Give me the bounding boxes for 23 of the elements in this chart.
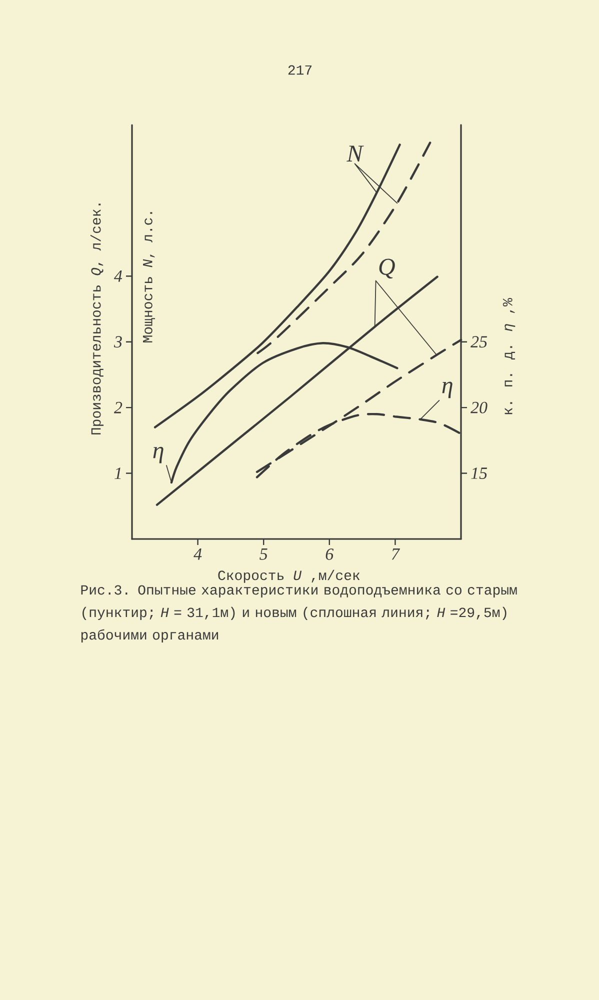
series-label: Q bbox=[379, 258, 395, 279]
series-label: η bbox=[442, 382, 452, 398]
x-tick-label: 7 bbox=[392, 548, 400, 560]
text: 217 bbox=[288, 65, 312, 75]
y-tick-label: 1 bbox=[114, 468, 121, 479]
y-tick-label: 4 bbox=[114, 270, 122, 282]
text: Рис.3. Опытные характеристики водоподъемника со старым (пунктир; H = 31,1м) и новым (сплошная линия; H =29,5м) рабочими органами bbox=[81, 585, 517, 642]
series-label: N bbox=[346, 146, 364, 162]
y2-tick-label: 15 bbox=[471, 468, 488, 479]
x-tick-label: 5 bbox=[260, 548, 268, 560]
x-tick-label: 4 bbox=[194, 548, 202, 560]
y2-tick-label: 20 bbox=[470, 402, 488, 414]
annotation: Мощность N, л.с. bbox=[142, 212, 156, 342]
line-series bbox=[154, 144, 401, 428]
line-series bbox=[256, 142, 432, 354]
y2-tick-label: 25 bbox=[470, 336, 488, 348]
y-tick-label: 3 bbox=[114, 336, 122, 348]
y-tick-label: 2 bbox=[114, 402, 122, 414]
x-axis-title: Скорость U ,м/сек bbox=[218, 570, 360, 583]
series-label: η bbox=[153, 446, 164, 464]
y-axis-title: Производительность Q, л/сек. bbox=[90, 204, 104, 434]
x-tick-label: 6 bbox=[326, 548, 334, 560]
y2-axis-title: к. п. д. η ,% bbox=[502, 298, 516, 414]
